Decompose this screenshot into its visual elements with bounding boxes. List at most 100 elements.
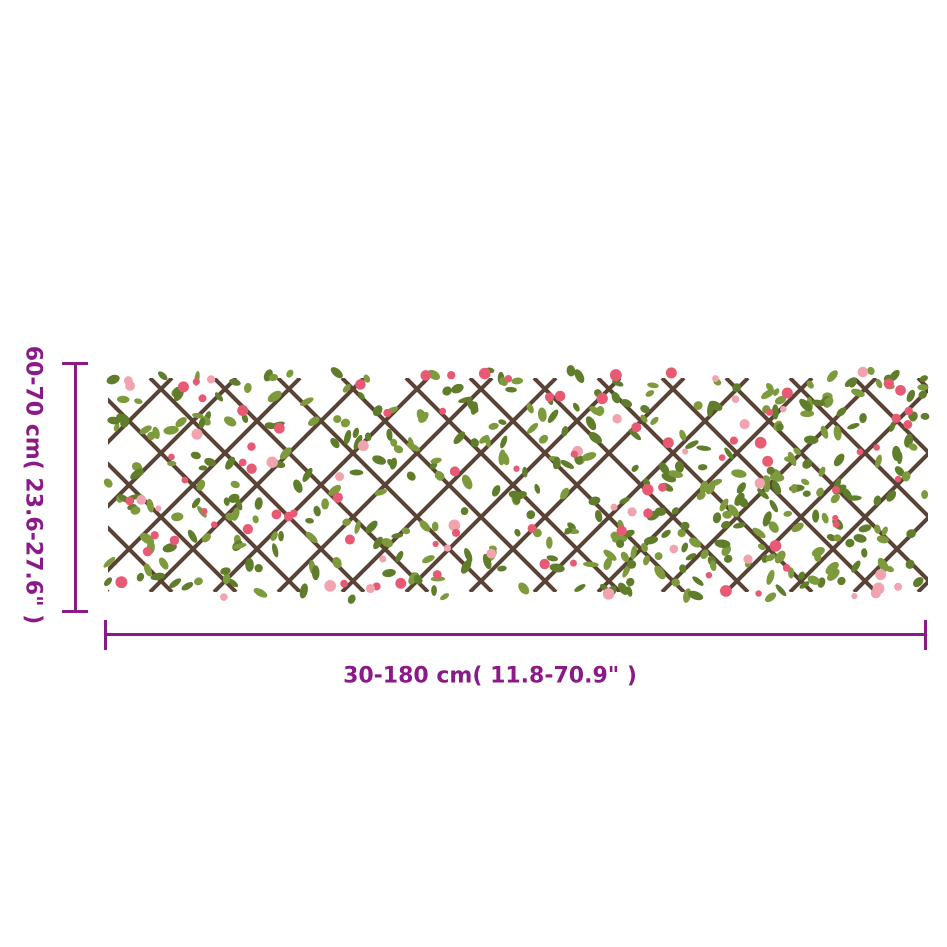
flower (762, 455, 774, 467)
leaf (116, 395, 130, 404)
flower (486, 548, 497, 559)
leaf (231, 507, 240, 521)
leaf (720, 521, 731, 529)
flower (754, 436, 767, 449)
flower (705, 571, 713, 579)
leaf (757, 543, 766, 551)
leaf (220, 567, 231, 575)
leaf (342, 384, 351, 393)
leaf (802, 490, 811, 497)
flower (642, 483, 654, 496)
flower (451, 528, 461, 537)
leaf (769, 499, 779, 513)
leaf (343, 429, 352, 445)
leaf (401, 527, 411, 535)
flower (894, 582, 903, 591)
leaf (775, 584, 787, 597)
flower (743, 554, 753, 564)
leaf (712, 512, 722, 524)
leaf (214, 392, 224, 402)
flower (432, 540, 439, 548)
leaf (645, 390, 655, 397)
leaf (488, 422, 499, 430)
leaf (818, 466, 826, 477)
leaf (812, 509, 820, 523)
flower (658, 483, 667, 492)
leaf (803, 435, 819, 445)
leaf (626, 586, 633, 597)
leaf (588, 496, 601, 506)
leaf (293, 479, 303, 493)
leaf (436, 472, 445, 481)
leaf (321, 498, 329, 510)
leaf (254, 563, 263, 573)
leaf (612, 379, 624, 387)
leaf (844, 377, 857, 388)
leaf (877, 557, 889, 572)
leaf (727, 504, 740, 518)
flower (643, 508, 653, 519)
flower (355, 379, 366, 390)
leaf (875, 378, 883, 389)
flower (873, 444, 880, 451)
leaf (603, 557, 612, 570)
flower (729, 436, 739, 445)
flower (383, 408, 392, 418)
leaf (158, 557, 169, 570)
leaf (867, 366, 875, 375)
leaf (333, 415, 342, 424)
leaf (709, 560, 717, 572)
flower (344, 534, 355, 545)
leaf (198, 465, 208, 471)
flower (779, 405, 787, 413)
flower (662, 437, 674, 449)
leaf (685, 553, 697, 561)
leaf (574, 369, 585, 383)
leaf (752, 527, 766, 539)
flower (150, 531, 159, 540)
flower (513, 465, 520, 472)
lattice-slat (916, 378, 928, 391)
leaf (526, 510, 536, 520)
leaf (146, 498, 154, 513)
flower (782, 564, 791, 572)
leaf (697, 464, 708, 471)
leaf (299, 583, 308, 599)
leaf (845, 538, 855, 548)
leaf (413, 574, 423, 585)
flower (903, 419, 913, 429)
flower (894, 475, 902, 483)
flower (539, 558, 550, 570)
leaf (901, 471, 911, 482)
leaf (192, 412, 204, 419)
leaf (546, 555, 558, 562)
lattice-slat (916, 579, 928, 592)
leaf (311, 565, 320, 581)
leaf (364, 432, 372, 441)
leaf (191, 497, 201, 509)
leaf (501, 452, 510, 466)
flower (570, 450, 578, 458)
leaf (229, 378, 241, 386)
flower (754, 477, 766, 489)
flower (219, 593, 228, 601)
flower (544, 392, 555, 402)
leaf (881, 526, 888, 536)
leaf (594, 510, 603, 523)
flower (851, 592, 858, 600)
leaf (419, 520, 431, 532)
leaf (667, 470, 684, 478)
flower (627, 507, 637, 517)
leaf (773, 388, 780, 396)
flower (504, 374, 513, 383)
leaf (647, 382, 659, 389)
leaf (765, 383, 774, 392)
leaf (387, 458, 395, 468)
leaf (431, 585, 437, 596)
flower (142, 546, 153, 557)
leaf (806, 380, 814, 389)
lattice-slat (788, 378, 928, 519)
leaf (621, 399, 633, 408)
flower (883, 378, 894, 389)
leaf (139, 425, 152, 435)
